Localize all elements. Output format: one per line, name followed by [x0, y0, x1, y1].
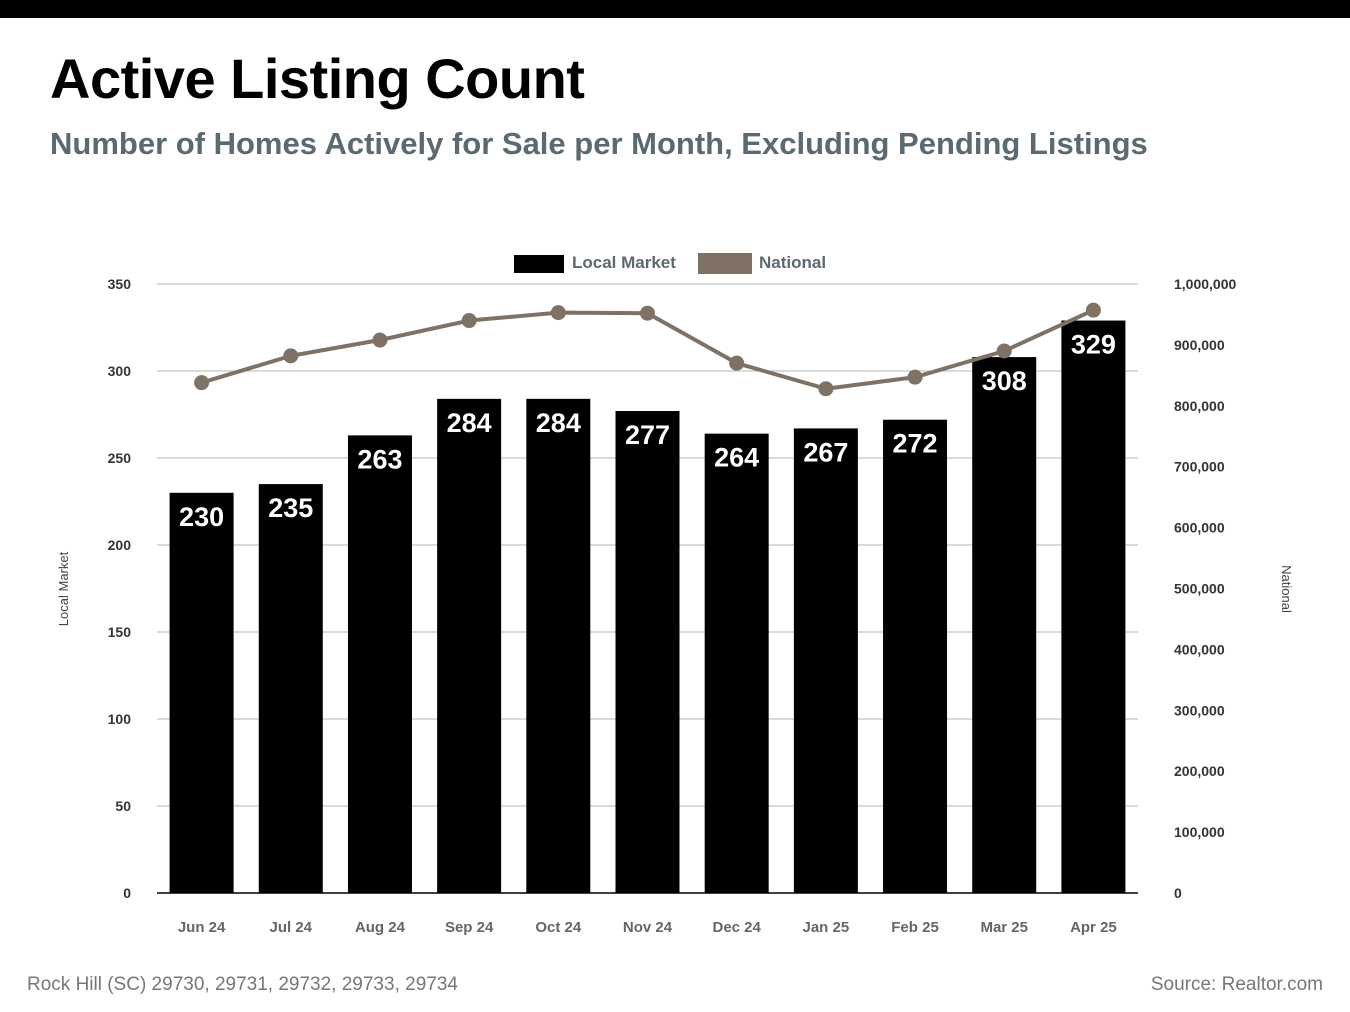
x-tick-label: Apr 25 — [1070, 919, 1117, 936]
national-point — [818, 381, 834, 397]
bar — [793, 428, 858, 893]
page-subtitle: Number of Homes Actively for Sale per Mo… — [50, 126, 1148, 161]
legend-swatch-national — [698, 253, 752, 274]
x-tick-label: Mar 25 — [980, 919, 1028, 936]
y-left-tick-label: 250 — [108, 450, 132, 466]
bar — [615, 411, 680, 893]
bar — [972, 357, 1037, 894]
legend-swatch-local — [514, 255, 564, 273]
bar-data-label: 264 — [714, 443, 759, 473]
bar-data-label: 329 — [1071, 330, 1116, 360]
national-series-line — [201, 308, 1095, 391]
y-left-tick-label: 350 — [108, 276, 132, 292]
national-point — [640, 305, 655, 321]
y-right-tick-label: 900,000 — [1174, 337, 1225, 353]
x-tick-label: Dec 24 — [712, 919, 761, 936]
y-right-tick-label: 600,000 — [1174, 520, 1225, 536]
national-point — [550, 305, 566, 321]
x-tick-label: Feb 25 — [891, 919, 939, 936]
national-point — [283, 348, 299, 364]
x-tick-label: Aug 24 — [355, 919, 406, 936]
y-left-axis-label: Local Market — [56, 551, 71, 626]
bar-data-label: 267 — [803, 437, 848, 467]
page-title: Active Listing Count — [50, 47, 585, 110]
y-right-tick-label: 200,000 — [1174, 763, 1225, 779]
y-left-tick-label: 300 — [108, 363, 132, 379]
y-left-tick-label: 100 — [108, 711, 132, 727]
y-right-tick-label: 500,000 — [1174, 581, 1225, 597]
bar-data-label: 284 — [447, 408, 492, 438]
national-point — [194, 375, 210, 391]
x-tick-label: Oct 24 — [535, 919, 582, 936]
y-right-tick-label: 800,000 — [1174, 398, 1225, 414]
legend-label-national: National — [759, 253, 826, 272]
national-point — [729, 355, 745, 371]
y-right-tick-label: 0 — [1174, 885, 1182, 901]
bar-data-label: 230 — [179, 502, 224, 532]
x-tick-label: Nov 24 — [623, 919, 673, 936]
y-right-tick-label: 100,000 — [1174, 824, 1225, 840]
bar-data-label: 263 — [357, 444, 402, 474]
national-point — [1085, 302, 1101, 318]
national-point — [907, 369, 923, 385]
bar — [883, 419, 948, 893]
national-point — [372, 332, 388, 348]
source-note: Source: Realtor.com — [1150, 974, 1323, 995]
y-left-tick-label: 50 — [115, 798, 131, 814]
y-right-tick-label: 700,000 — [1174, 459, 1225, 475]
bar — [1061, 320, 1126, 893]
x-tick-label: Jan 25 — [803, 919, 850, 936]
bar-data-label: 284 — [536, 408, 581, 438]
x-tick-label: Sep 24 — [445, 919, 494, 936]
y-right-axis-label: National — [1279, 565, 1294, 613]
bar — [347, 435, 412, 893]
bar — [437, 398, 502, 893]
y-left-tick-label: 0 — [123, 885, 131, 901]
national-point — [996, 343, 1012, 359]
bar — [526, 398, 591, 893]
bar-data-label: 277 — [625, 420, 670, 450]
y-right-tick-label: 300,000 — [1174, 702, 1225, 718]
y-right-tick-label: 400,000 — [1174, 641, 1225, 657]
x-tick-label: Jun 24 — [178, 919, 226, 936]
bar-data-label: 235 — [268, 493, 313, 523]
y-right-tick-label: 1,000,000 — [1174, 276, 1236, 292]
top-bar — [0, 0, 1350, 18]
bar — [704, 433, 769, 893]
legend-label-local: Local Market — [572, 253, 676, 272]
bar-data-label: 308 — [982, 366, 1027, 396]
location-note: Rock Hill (SC) 29730, 29731, 29732, 2973… — [27, 974, 458, 995]
y-left-tick-label: 150 — [108, 624, 132, 640]
y-left-tick-label: 200 — [108, 537, 132, 553]
bar — [169, 492, 234, 893]
bar — [258, 484, 323, 893]
x-tick-label: Jul 24 — [270, 919, 313, 936]
bar-data-label: 272 — [893, 429, 938, 459]
national-point — [461, 313, 477, 329]
